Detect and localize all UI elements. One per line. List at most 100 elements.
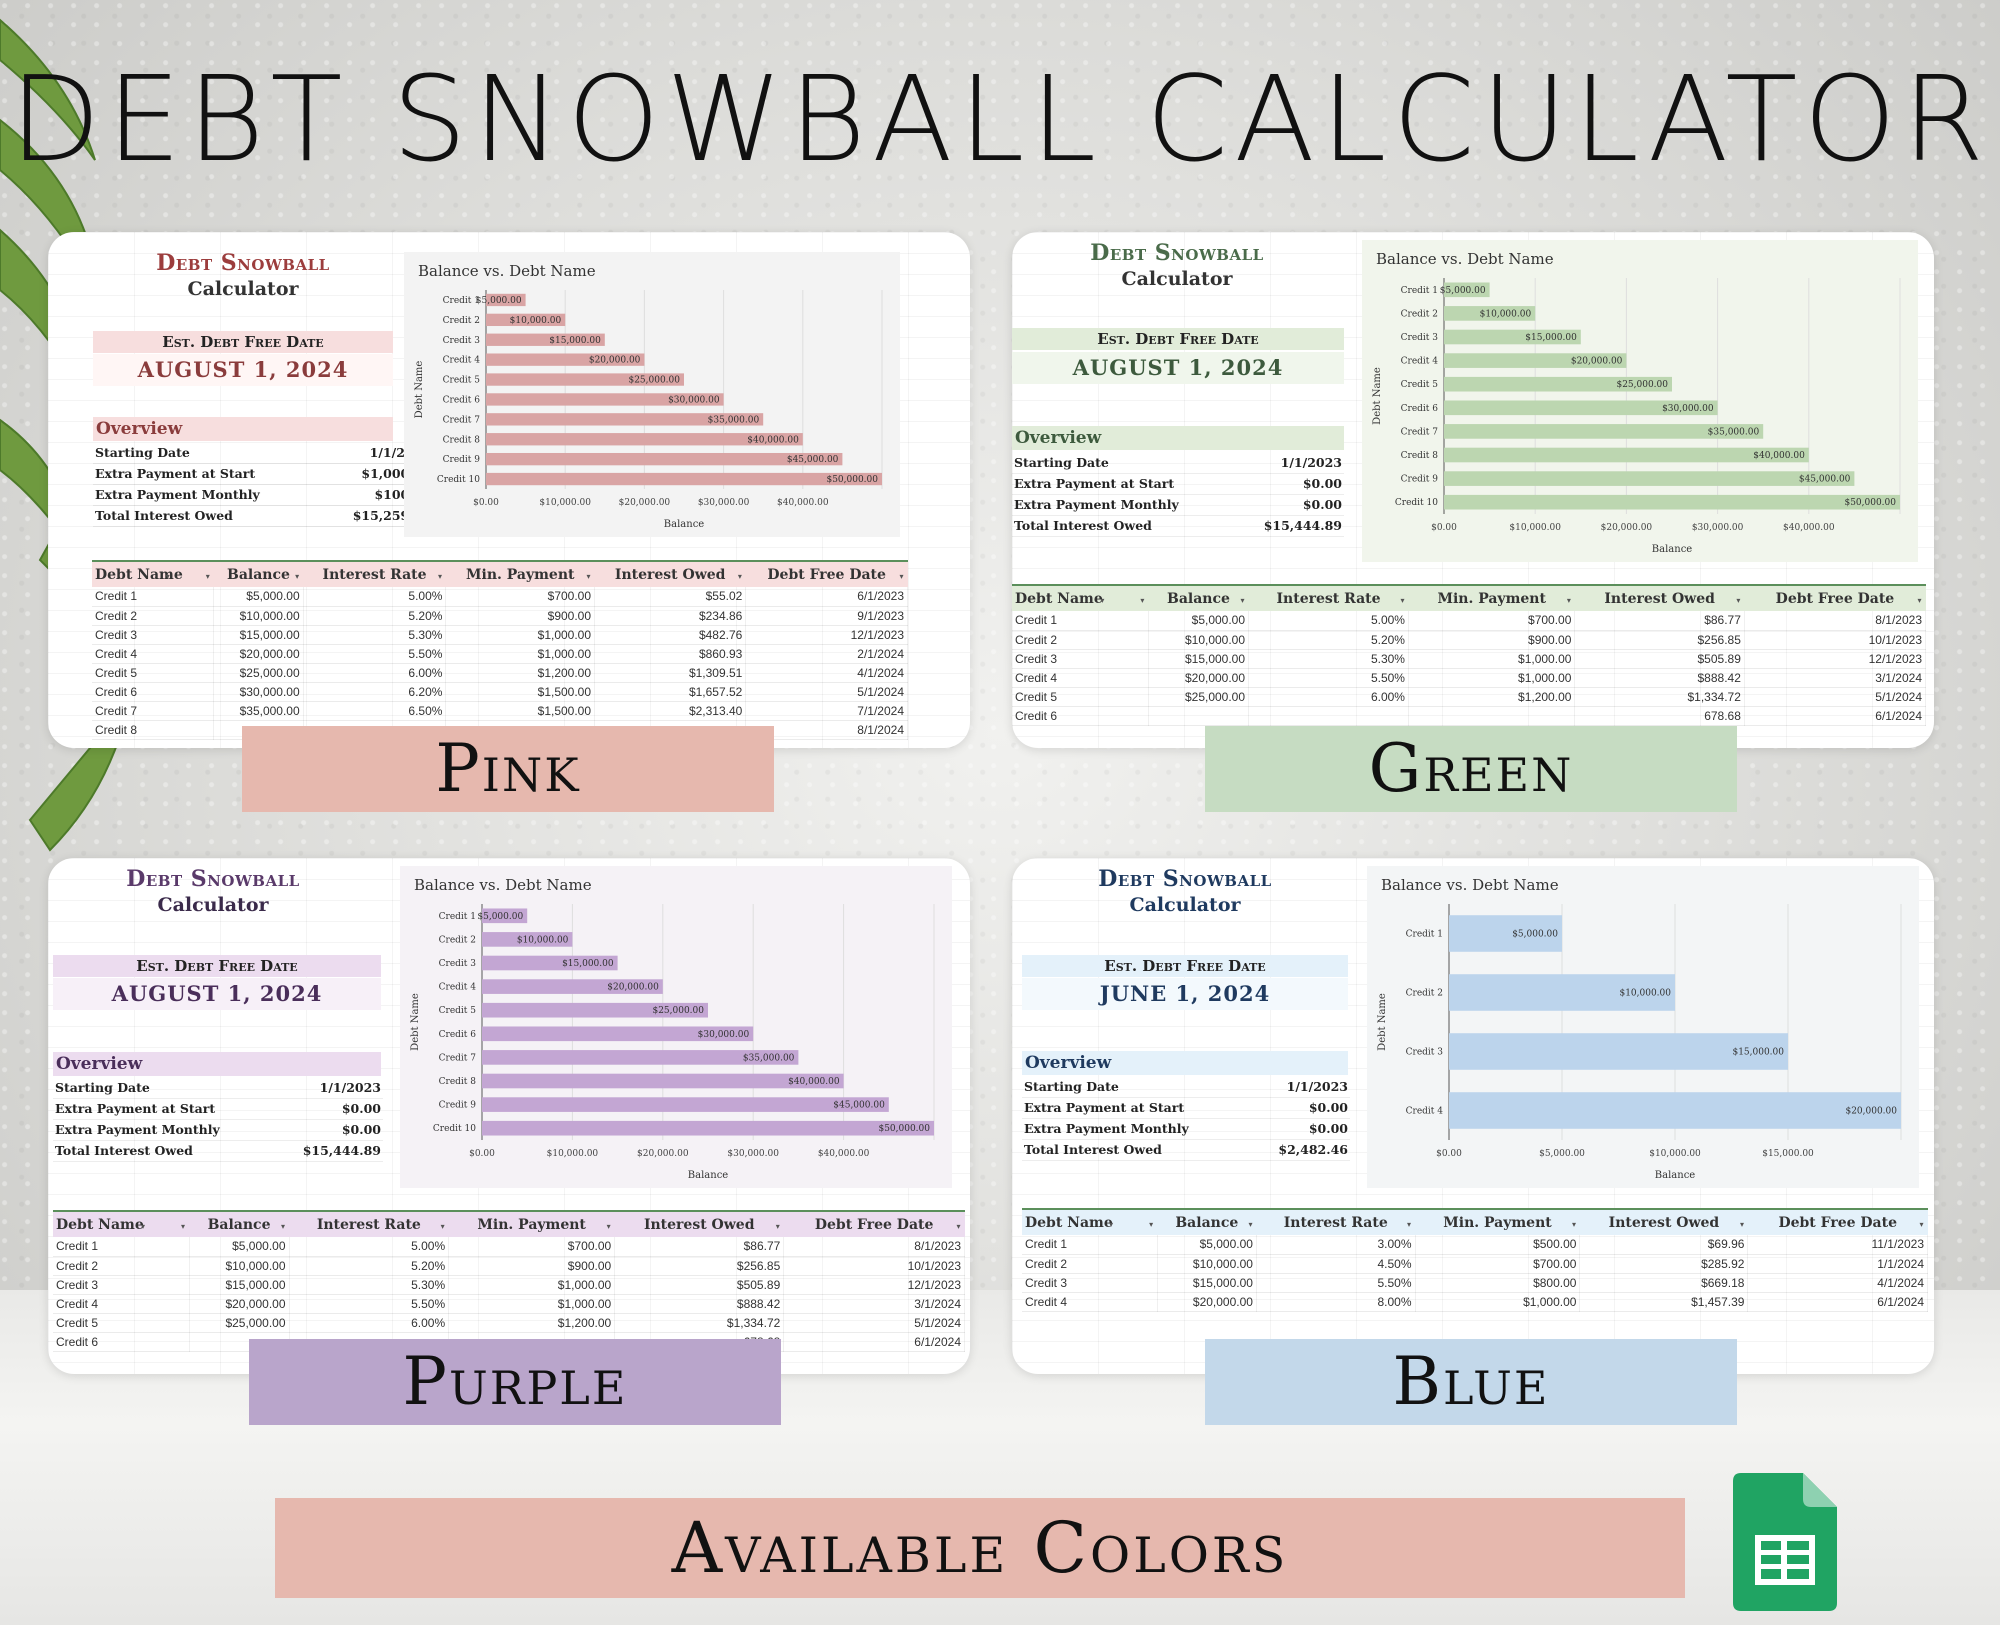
filter-icon[interactable]: ▾ <box>437 571 442 581</box>
table-cell[interactable]: $234.86 <box>594 606 747 626</box>
filter-icon[interactable]: ▾ <box>956 1221 961 1231</box>
table-cell[interactable]: $1,457.39 <box>1579 1292 1749 1312</box>
table-cell[interactable]: $35,000.00 <box>213 701 304 721</box>
table-cell[interactable]: $700.00 <box>1408 611 1576 631</box>
table-cell[interactable]: $20,000.00 <box>1148 668 1250 688</box>
table-cell[interactable]: Credit 6 <box>92 682 215 702</box>
table-cell[interactable]: Credit 5 <box>53 1313 190 1333</box>
table-cell[interactable]: 12/1/2023 <box>783 1275 965 1295</box>
table-cell[interactable]: $1,500.00 <box>445 701 596 721</box>
table-cell[interactable]: 3/1/2024 <box>1744 668 1927 688</box>
table-cell[interactable] <box>1248 706 1409 726</box>
table-cell[interactable]: $500.00 <box>1415 1235 1581 1255</box>
table-cell[interactable]: 5.00% <box>289 1237 450 1257</box>
column-header[interactable]: Interest Owed ▾ <box>1574 584 1745 611</box>
table-cell[interactable]: 6.00% <box>289 1313 450 1333</box>
column-header[interactable]: Balance ▾ <box>189 1210 290 1237</box>
column-header[interactable]: Debt Name ▾ ▾ <box>53 1210 190 1237</box>
table-cell[interactable]: $1,334.72 <box>614 1313 785 1333</box>
table-cell[interactable]: $10,000.00 <box>1148 630 1250 650</box>
filter-icon[interactable]: ▾ <box>775 1221 780 1231</box>
table-cell[interactable]: Credit 1 <box>1022 1235 1158 1255</box>
column-header[interactable]: Min. Payment ▾ <box>445 560 595 587</box>
column-header[interactable]: Interest Rate ▾ <box>303 560 446 587</box>
filter-icon[interactable]: ▾ <box>1140 595 1145 605</box>
table-cell[interactable]: $256.85 <box>1574 630 1745 650</box>
table-cell[interactable]: 10/1/2023 <box>783 1256 965 1276</box>
filter-icon[interactable]: ▾ <box>1406 1219 1411 1229</box>
table-cell[interactable]: Credit 2 <box>92 606 215 626</box>
filter-icon[interactable]: ▾ <box>281 1221 286 1231</box>
table-cell[interactable]: $30,000.00 <box>213 682 304 702</box>
filter-icon[interactable]: ▾ <box>1919 1219 1924 1229</box>
table-cell[interactable]: $20,000.00 <box>189 1294 290 1314</box>
table-cell[interactable]: 6.50% <box>303 701 447 721</box>
table-cell[interactable]: Credit 6 <box>1012 706 1149 726</box>
table-cell[interactable]: $482.76 <box>594 625 747 645</box>
table-cell[interactable]: Credit 1 <box>1012 611 1149 631</box>
table-cell[interactable]: Credit 2 <box>1012 630 1149 650</box>
table-cell[interactable]: $15,000.00 <box>1157 1273 1257 1293</box>
table-cell[interactable]: Credit 5 <box>92 663 215 683</box>
column-header[interactable]: Balance ▾ <box>213 560 304 587</box>
table-cell[interactable]: 6/1/2023 <box>745 587 908 607</box>
table-cell[interactable]: $1,000.00 <box>448 1275 616 1295</box>
table-cell[interactable]: 3/1/2024 <box>783 1294 965 1314</box>
column-header[interactable]: Balance ▾ <box>1148 584 1249 611</box>
table-cell[interactable]: 11/1/2023 <box>1747 1235 1928 1255</box>
table-cell[interactable]: $900.00 <box>1408 630 1576 650</box>
table-cell[interactable]: 6/1/2024 <box>783 1332 965 1352</box>
table-cell[interactable]: $10,000.00 <box>1157 1254 1257 1274</box>
table-cell[interactable]: Credit 4 <box>1012 668 1149 688</box>
table-cell[interactable]: $1,000.00 <box>448 1294 616 1314</box>
table-cell[interactable]: $25,000.00 <box>1148 687 1250 707</box>
column-header[interactable]: Balance ▾ <box>1157 1208 1257 1235</box>
table-cell[interactable]: 5.30% <box>303 625 447 645</box>
column-header[interactable]: Min. Payment ▾ <box>1415 1208 1580 1235</box>
table-cell[interactable]: $1,200.00 <box>448 1313 616 1333</box>
filter-icon[interactable]: ▾ <box>1400 595 1405 605</box>
table-cell[interactable]: 8/1/2023 <box>783 1237 965 1257</box>
column-header[interactable]: Debt Free Date ▾ <box>783 1210 965 1237</box>
table-cell[interactable]: 4/1/2024 <box>745 663 908 683</box>
table-cell[interactable]: $900.00 <box>448 1256 616 1276</box>
table-cell[interactable]: 8.00% <box>1256 1292 1416 1312</box>
table-cell[interactable]: 5.50% <box>289 1294 450 1314</box>
column-header[interactable]: Debt Free Date ▾ <box>1744 584 1926 611</box>
filter-icon[interactable]: ▾ <box>181 1221 186 1231</box>
table-cell[interactable]: $2,313.40 <box>594 701 747 721</box>
table-cell[interactable]: $5,000.00 <box>189 1237 290 1257</box>
table-cell[interactable]: $55.02 <box>594 587 747 607</box>
table-cell[interactable]: $1,000.00 <box>1408 649 1576 669</box>
table-cell[interactable]: $888.42 <box>1574 668 1745 688</box>
table-cell[interactable]: 5.50% <box>303 644 447 664</box>
column-header[interactable]: Debt Name ▾ ▾ <box>1012 584 1149 611</box>
table-cell[interactable]: 6.20% <box>303 682 447 702</box>
table-cell[interactable]: Credit 6 <box>53 1332 190 1352</box>
table-cell[interactable]: 8/1/2024 <box>745 720 908 740</box>
table-cell[interactable]: 5.00% <box>303 587 447 607</box>
column-header[interactable]: Interest Owed ▾ <box>594 560 746 587</box>
filter-icon[interactable]: ▾ <box>1149 1219 1154 1229</box>
column-header[interactable]: Interest Owed ▾ <box>1579 1208 1748 1235</box>
filter-icon[interactable]: ▾ <box>899 571 904 581</box>
table-cell[interactable]: 5.30% <box>1248 649 1409 669</box>
filter-icon[interactable]: ▾ <box>165 571 170 581</box>
table-cell[interactable]: Credit 7 <box>92 701 215 721</box>
table-cell[interactable]: $1,200.00 <box>1408 687 1576 707</box>
table-cell[interactable]: $69.96 <box>1579 1235 1749 1255</box>
table-cell[interactable]: 5.50% <box>1248 668 1409 688</box>
table-cell[interactable]: $15,000.00 <box>1148 649 1250 669</box>
table-cell[interactable]: 6.00% <box>1248 687 1409 707</box>
table-cell[interactable]: $25,000.00 <box>213 663 304 683</box>
filter-icon[interactable]: ▾ <box>1100 595 1105 605</box>
filter-icon[interactable]: ▾ <box>1109 1219 1114 1229</box>
table-cell[interactable]: 7/1/2024 <box>745 701 908 721</box>
table-cell[interactable]: $1,309.51 <box>594 663 747 683</box>
table-cell[interactable] <box>1408 706 1576 726</box>
table-cell[interactable]: $669.18 <box>1579 1273 1749 1293</box>
table-cell[interactable]: Credit 1 <box>53 1237 190 1257</box>
table-cell[interactable]: $5,000.00 <box>1157 1235 1257 1255</box>
table-cell[interactable]: 5.20% <box>289 1256 450 1276</box>
table-cell[interactable]: 8/1/2023 <box>1744 611 1927 631</box>
